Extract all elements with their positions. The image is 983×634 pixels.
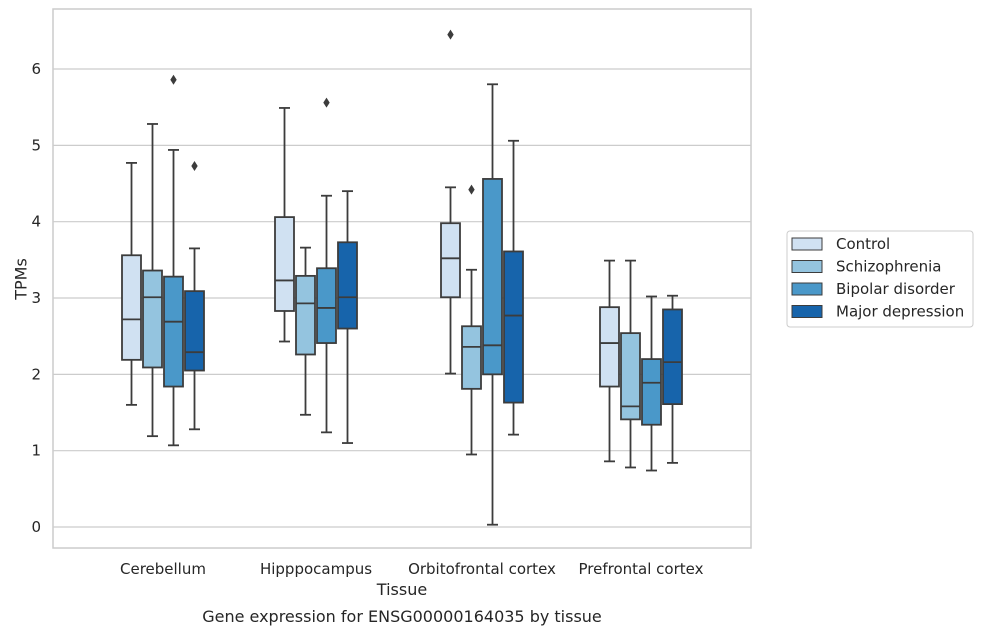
outlier-point	[191, 160, 198, 171]
box-body	[295, 274, 316, 356]
box-body	[482, 178, 503, 376]
series-bipolar-disorder	[163, 74, 662, 526]
box	[274, 107, 295, 343]
box	[121, 162, 142, 406]
box	[142, 123, 163, 438]
box-body	[599, 306, 620, 388]
box-body	[662, 308, 683, 406]
x-axis-ticks: Cerebellum Hipppocampus Orbitofrontal cort…	[120, 560, 704, 578]
y-tick-label: 4	[31, 213, 41, 231]
x-axis-label: Tissue	[376, 580, 427, 599]
x-tick-label: Prefrontal cortex	[579, 560, 704, 578]
box-body	[142, 269, 163, 369]
box	[620, 259, 641, 469]
box-body	[121, 254, 142, 361]
legend: Control Schizophrenia Bipolar disorder Majo…	[786, 230, 974, 328]
legend-frame	[786, 230, 974, 328]
box-body	[641, 358, 662, 426]
box-body	[184, 290, 205, 372]
series-major-depression	[184, 139, 683, 464]
box	[461, 184, 482, 456]
outlier-point	[447, 29, 454, 40]
box	[316, 97, 337, 434]
box	[440, 29, 461, 375]
box-body	[163, 275, 184, 388]
legend-label: Schizophrenia	[836, 258, 941, 276]
box	[503, 139, 524, 436]
y-tick-label: 3	[31, 289, 41, 307]
x-tick-label: Cerebellum	[120, 560, 206, 578]
legend-swatch	[791, 237, 823, 251]
legend-label: Control	[836, 235, 890, 253]
outlier-point	[468, 184, 475, 195]
legend-swatch	[791, 260, 823, 273]
y-tick-label: 6	[31, 60, 41, 78]
series-schizophrenia	[142, 123, 641, 469]
y-tick-label: 0	[31, 518, 41, 536]
box	[163, 74, 184, 447]
box-body	[620, 332, 641, 421]
box-body	[316, 267, 337, 344]
box	[295, 246, 316, 416]
legend-label: Major depression	[836, 303, 964, 321]
box-body	[461, 325, 482, 390]
y-axis-ticks: 0 1 2 3 4 5 6	[31, 60, 41, 536]
y-tick-label: 5	[31, 136, 41, 154]
box-plot-series	[121, 29, 683, 526]
x-tick-label: Hipppocampus	[260, 560, 372, 578]
legend-swatch	[791, 282, 823, 296]
y-tick-label: 1	[31, 442, 41, 460]
box	[184, 160, 205, 431]
series-control	[121, 29, 620, 463]
box-body	[337, 241, 358, 330]
legend-label: Bipolar disorder	[836, 280, 956, 298]
plot-area-frame	[52, 8, 752, 549]
y-axis-label: TPMs	[12, 258, 31, 301]
box-body	[274, 216, 295, 312]
chart-caption: Gene expression for ENSG00000164035 by t…	[202, 607, 602, 626]
box-body	[440, 222, 461, 299]
box	[482, 83, 503, 526]
box	[599, 259, 620, 463]
y-tick-label: 2	[31, 365, 41, 383]
box	[337, 190, 358, 444]
legend-swatch	[791, 305, 823, 318]
x-tick-label: Orbitofrontal cortex	[408, 560, 556, 578]
box-body	[503, 250, 524, 404]
outlier-point	[323, 97, 330, 108]
box	[662, 294, 683, 464]
outlier-point	[170, 74, 177, 85]
box	[641, 295, 662, 472]
